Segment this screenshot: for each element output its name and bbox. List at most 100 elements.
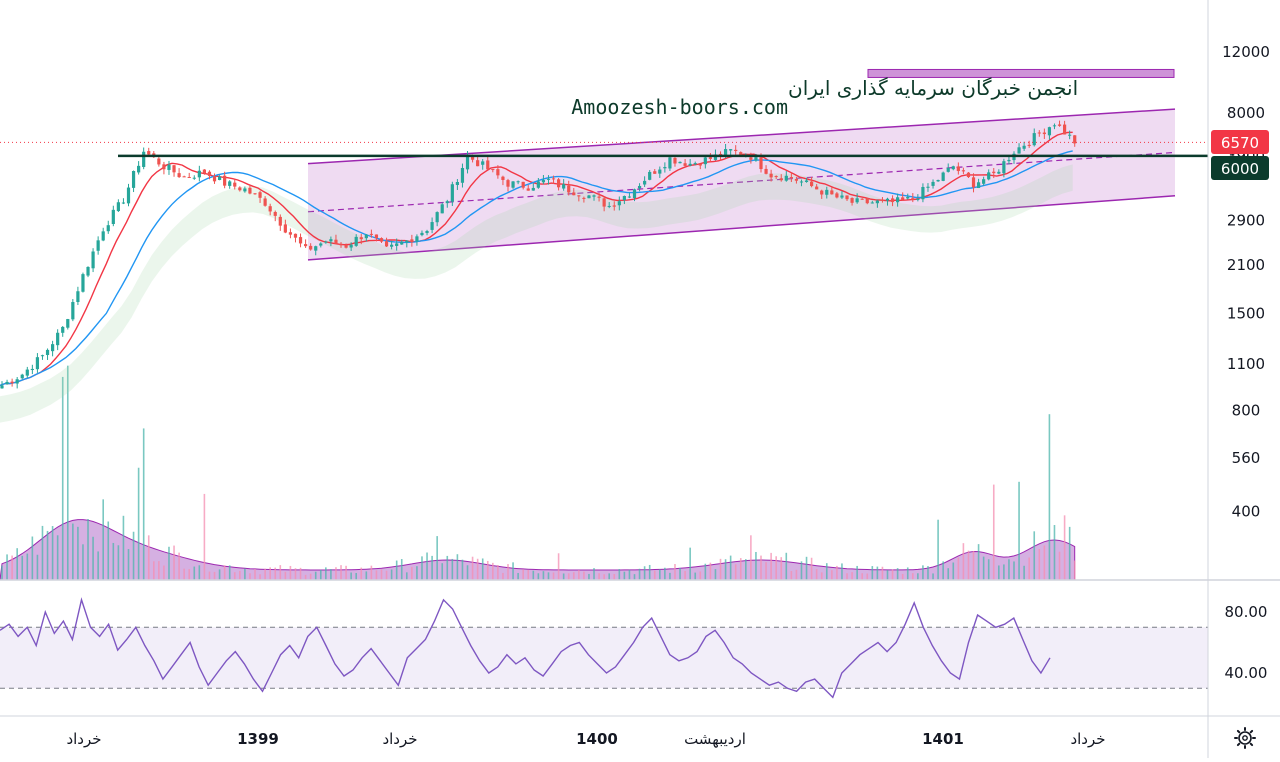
candle <box>516 180 520 185</box>
volume-bar <box>831 570 833 580</box>
candle <box>637 183 642 192</box>
candle <box>121 198 126 205</box>
volume-bar <box>153 561 155 580</box>
candle-body <box>617 201 621 206</box>
candle <box>197 165 201 182</box>
candle <box>71 299 75 322</box>
volume-bar <box>436 536 438 580</box>
candle-body <box>885 198 890 201</box>
volume-bar <box>375 570 378 580</box>
candle <box>592 194 596 201</box>
volume-bar <box>330 569 332 580</box>
candle <box>187 172 191 178</box>
candle <box>415 234 419 246</box>
candle-body <box>870 202 874 204</box>
candle <box>278 214 282 231</box>
candle <box>248 184 252 195</box>
candle <box>703 156 707 169</box>
candle <box>1032 128 1036 147</box>
volume-bar <box>476 558 479 580</box>
candle-body <box>835 193 839 198</box>
candle-body <box>663 167 667 169</box>
volume-bar <box>203 493 206 580</box>
candle-body <box>192 177 196 179</box>
candle-body <box>0 385 4 389</box>
candle-body <box>749 157 753 160</box>
candle-body <box>324 241 328 243</box>
candle <box>885 197 890 206</box>
candle-body <box>643 180 647 185</box>
candle <box>693 161 697 166</box>
volume-bar <box>861 573 863 580</box>
price-tick-label: 2100 <box>1227 256 1265 274</box>
channel-upper-line <box>307 108 1176 165</box>
candle <box>223 171 227 189</box>
candle-body <box>698 163 702 166</box>
candle-body <box>627 196 632 198</box>
volume-bar <box>1003 564 1005 580</box>
rsi-axis[interactable]: 80.00 40.00 <box>1225 603 1268 682</box>
candle-body <box>268 206 272 212</box>
ichimoku-cloud <box>0 164 1073 423</box>
volume-bar <box>998 565 1000 580</box>
gear-icon[interactable] <box>1234 727 1256 749</box>
candle <box>405 240 409 248</box>
candle <box>526 184 530 191</box>
volume-bar <box>395 560 398 580</box>
time-axis[interactable]: خرداد 1399 خرداد 1400 اردیبهشت 1401 خرداد <box>66 730 1105 748</box>
candle-body <box>460 167 465 183</box>
candle-body <box>592 195 596 197</box>
candle <box>840 191 844 200</box>
volume-bar <box>810 557 813 580</box>
candle-body <box>35 357 40 370</box>
candle-body <box>101 231 105 241</box>
volume-bar <box>643 566 646 580</box>
rsi-pane <box>0 597 1208 699</box>
volume-bar <box>117 545 120 580</box>
volume-bar <box>790 571 793 580</box>
price-levels <box>0 141 1208 158</box>
candle-body <box>20 374 24 379</box>
volume-bar <box>218 569 221 580</box>
candle <box>339 242 343 248</box>
candle-body <box>536 181 540 188</box>
candle <box>273 210 277 222</box>
candle <box>799 179 804 187</box>
candle-body <box>860 198 864 200</box>
volume-bar <box>390 569 393 580</box>
candle <box>860 198 864 200</box>
candle <box>951 165 955 171</box>
candle-body <box>450 184 454 202</box>
volume-bar <box>325 567 327 580</box>
candle <box>10 378 14 387</box>
candle-body <box>754 157 758 161</box>
candle-body <box>789 177 793 179</box>
volume-bar <box>122 515 125 580</box>
volume-bar <box>765 562 767 580</box>
candle-body <box>465 155 470 170</box>
volume-bar <box>572 572 575 580</box>
volume-bar <box>901 573 904 580</box>
last-price-tag-text: 6570 <box>1221 134 1259 152</box>
volume-bar <box>638 568 641 580</box>
candle-body <box>476 160 480 167</box>
candle <box>663 162 667 173</box>
time-tick-label: اردیبهشت <box>684 730 746 748</box>
volume-average-area <box>0 519 1076 581</box>
volume-bar <box>406 572 408 580</box>
volume-bar <box>906 567 909 580</box>
candle <box>810 177 814 188</box>
candle-body <box>1037 132 1041 134</box>
candle <box>825 186 829 199</box>
candle <box>460 163 465 188</box>
candle-body <box>197 170 201 178</box>
volume-bar <box>800 561 803 580</box>
candle-body <box>723 149 728 156</box>
candle <box>51 340 55 357</box>
candle <box>653 169 657 174</box>
candle <box>536 177 540 189</box>
volume-bar <box>603 574 605 580</box>
